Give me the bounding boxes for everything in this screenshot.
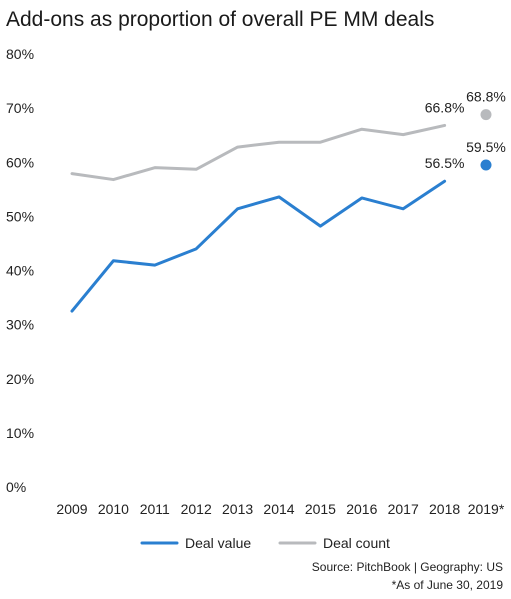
x-tick-label: 2009 — [56, 501, 87, 517]
x-tick-label: 2018 — [429, 501, 460, 517]
source-note: Source: PitchBook | Geography: US — [312, 560, 503, 574]
series-point-deal-count — [480, 109, 492, 121]
y-axis: 0% 10% 20% 30% 40% 50% 60% 70% 80% — [6, 46, 34, 495]
y-tick-label: 70% — [6, 100, 34, 116]
x-tick-label: 2017 — [388, 501, 419, 517]
series-line-deal-count — [70, 123, 447, 182]
y-tick-label: 10% — [6, 425, 34, 441]
x-tick-label: 2016 — [346, 501, 377, 517]
series-line-deal-value — [70, 179, 447, 313]
footnote: *As of June 30, 2019 — [392, 578, 504, 592]
data-label: 66.8% — [425, 99, 465, 115]
y-tick-label: 20% — [6, 371, 34, 387]
x-tick-label: 2010 — [98, 501, 129, 517]
x-tick-label: 2011 — [140, 501, 170, 517]
data-label: 68.8% — [466, 89, 506, 105]
series-point-deal-value — [480, 159, 492, 171]
legend: Deal value Deal count — [140, 535, 390, 551]
legend-label: Deal count — [323, 535, 390, 551]
y-tick-label: 30% — [6, 317, 34, 333]
x-tick-label: 2012 — [181, 501, 212, 517]
y-tick-label: 40% — [6, 263, 34, 279]
y-tick-label: 50% — [6, 208, 34, 224]
x-axis: 2009 2010 2011 2012 2013 2014 2015 2016 2017 2018… — [56, 501, 504, 517]
legend-label: Deal value — [185, 535, 251, 551]
y-tick-label: 0% — [6, 479, 26, 495]
x-tick-label: 2015 — [305, 501, 336, 517]
x-tick-label: 2013 — [222, 501, 253, 517]
plot-area: 66.8%68.8% 56.5%59.5% — [70, 89, 506, 313]
y-tick-label: 80% — [6, 46, 34, 62]
x-tick-label: 2014 — [263, 501, 294, 517]
data-label: 56.5% — [425, 155, 465, 171]
chart-title: Add-ons as proportion of overall PE MM d… — [6, 8, 434, 31]
data-label: 59.5% — [466, 139, 506, 155]
y-tick-label: 60% — [6, 154, 34, 170]
x-tick-label: 2019* — [468, 501, 505, 517]
